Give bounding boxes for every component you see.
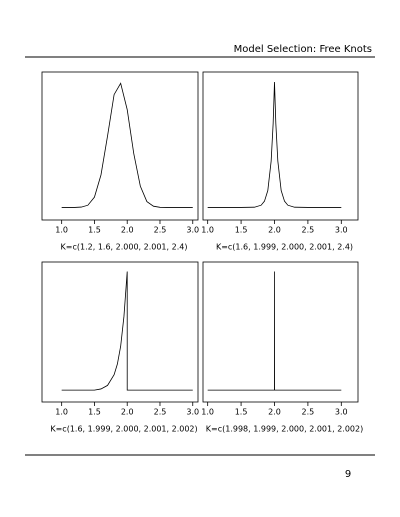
density-line — [207, 271, 342, 391]
x-tick-label: 2.5 — [302, 226, 315, 235]
x-tick-label: 2.0 — [268, 226, 281, 235]
x-tick-label: 1.5 — [235, 226, 248, 235]
x-tick-label: 3.0 — [186, 408, 199, 417]
x-tick-label: 1.0 — [201, 226, 214, 235]
x-tick-label: 1.0 — [201, 408, 214, 417]
header: Model Selection: Free Knots — [234, 44, 372, 55]
x-tick-label: 2.0 — [121, 226, 134, 235]
plot-frame — [41, 71, 199, 221]
x-tick-label: 3.0 — [186, 226, 199, 235]
plot-frame — [41, 261, 199, 403]
x-axis-label: K=c(1.6, 1.999, 2.000, 2.001, 2.4) — [216, 243, 353, 252]
x-axis-label: K=c(1.998, 1.999, 2.000, 2.001, 2.002) — [206, 425, 363, 434]
x-tick-label: 1.0 — [55, 226, 68, 235]
plot-frame — [202, 261, 359, 403]
x-tick-label: 3.0 — [335, 226, 348, 235]
density-line — [207, 82, 342, 208]
plot-frame — [202, 71, 359, 221]
x-tick-label: 1.5 — [88, 408, 101, 417]
x-tick-label: 3.0 — [335, 408, 348, 417]
page-number: 9 — [345, 469, 351, 480]
x-tick-label: 2.0 — [268, 408, 281, 417]
x-axis-label: K=c(1.2, 1.6, 2.000, 2.001, 2.4) — [61, 243, 188, 252]
density-line — [61, 271, 193, 391]
x-tick-label: 2.0 — [121, 408, 134, 417]
x-tick-label: 2.5 — [154, 408, 167, 417]
density-line — [61, 82, 193, 208]
x-tick-label: 1.5 — [88, 226, 101, 235]
x-tick-label: 1.5 — [235, 408, 248, 417]
x-axis-label: K=c(1.6, 1.999, 2.000, 2.001, 2.002) — [50, 425, 197, 434]
x-tick-label: 1.0 — [55, 408, 68, 417]
x-tick-label: 2.5 — [302, 408, 315, 417]
x-tick-label: 2.5 — [154, 226, 167, 235]
